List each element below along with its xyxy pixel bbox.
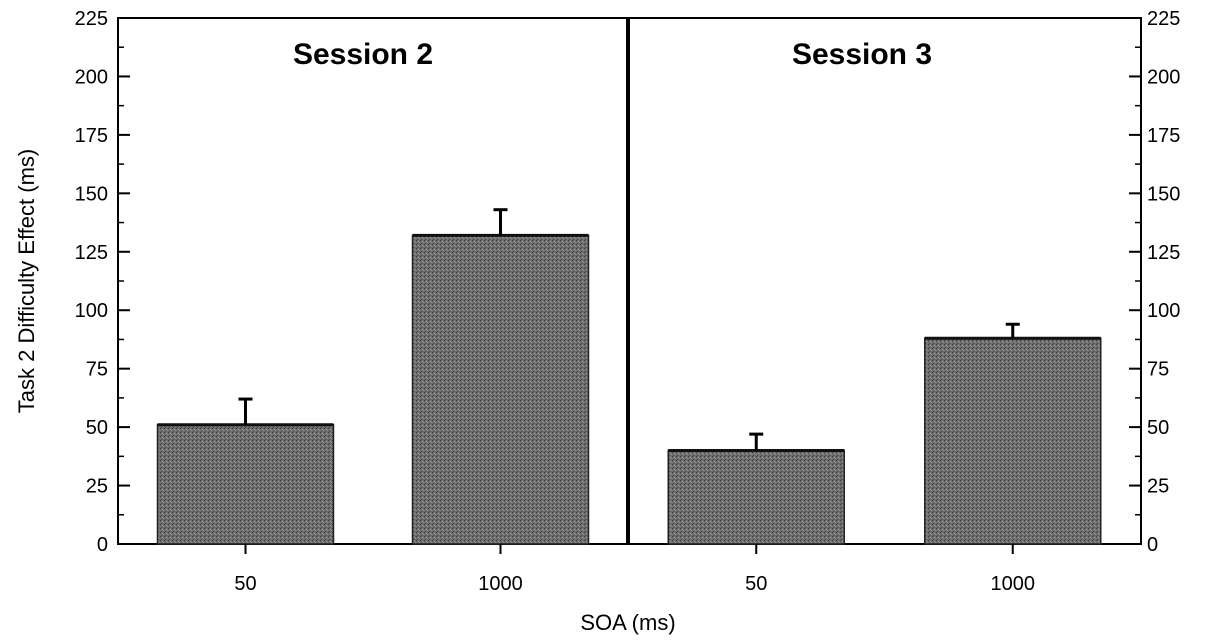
y-axis-title: Task 2 Difficulty Effect (ms) (14, 149, 39, 413)
bar (411, 234, 590, 545)
y-tick-label-right: 25 (1147, 476, 1169, 498)
y-tick-label-right: 0 (1147, 534, 1158, 556)
x-tick-label: 1000 (991, 573, 1036, 595)
bar (156, 424, 335, 545)
y-tick-label-left: 100 (75, 300, 108, 322)
y-tick-label-right: 225 (1147, 8, 1180, 30)
y-tick-label-right: 100 (1147, 300, 1180, 322)
bars-group (156, 208, 1102, 545)
x-axis-tick-labels: 50 1000 50 1000 (234, 544, 1035, 595)
y-tick-label-left: 125 (75, 242, 108, 264)
y-tick-label-right: 50 (1147, 417, 1169, 439)
x-tick-label: 50 (234, 573, 256, 595)
y-axis-right: 0 25 50 75 100 125 150 175 200 225 (1129, 8, 1180, 556)
y-tick-label-left: 150 (75, 183, 108, 205)
y-tick-label-left: 175 (75, 125, 108, 147)
y-tick-label-right: 200 (1147, 66, 1180, 88)
x-axis-title: SOA (ms) (580, 610, 675, 635)
y-tick-label-right: 125 (1147, 242, 1180, 264)
y-tick-label-right: 175 (1147, 125, 1180, 147)
y-axis-left: 0 25 50 75 100 125 150 175 200 225 (75, 8, 130, 556)
y-tick-label-left: 0 (97, 534, 108, 556)
bar (667, 449, 845, 545)
bar (924, 337, 1102, 545)
x-tick-label: 1000 (478, 573, 523, 595)
x-tick-label: 50 (745, 573, 767, 595)
y-tick-label-right: 150 (1147, 183, 1180, 205)
panel-title-session-2: Session 2 (293, 38, 433, 71)
y-tick-label-right: 75 (1147, 359, 1169, 381)
y-tick-label-left: 25 (86, 476, 108, 498)
y-tick-label-left: 75 (86, 359, 108, 381)
panel-title-session-3: Session 3 (792, 38, 932, 71)
y-tick-label-left: 225 (75, 8, 108, 30)
y-tick-label-left: 200 (75, 66, 108, 88)
y-tick-label-left: 50 (86, 417, 108, 439)
